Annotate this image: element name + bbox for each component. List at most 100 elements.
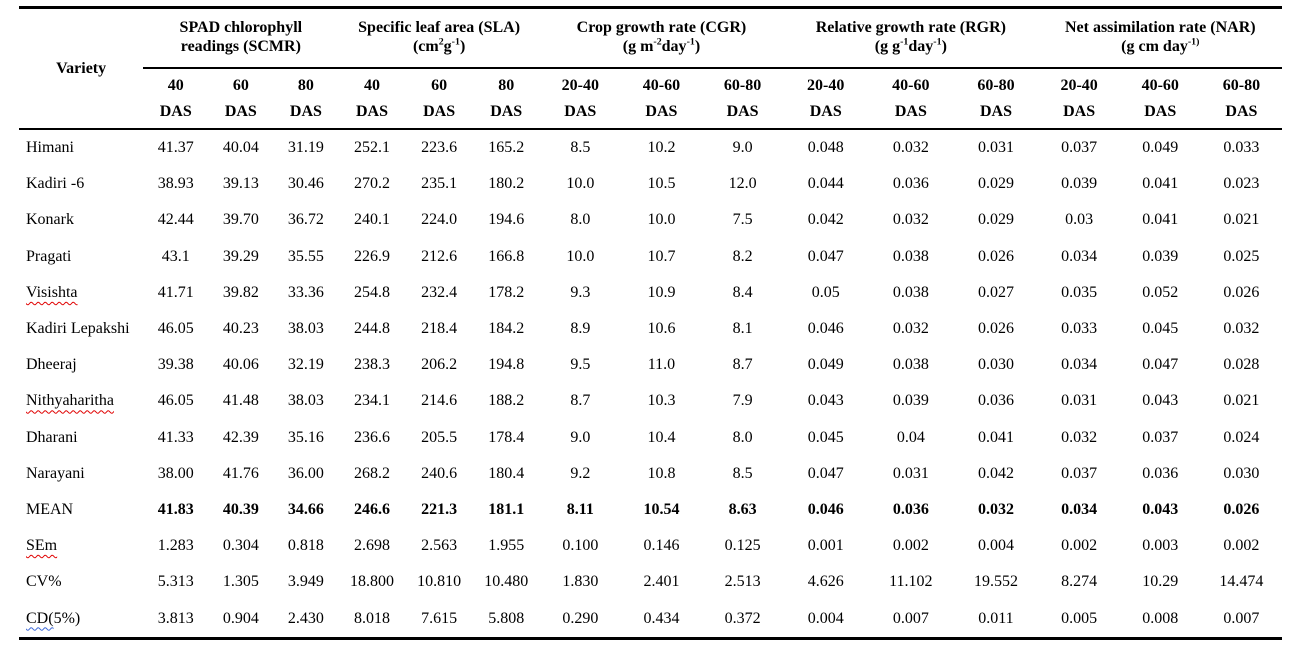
value-cell: 0.033 xyxy=(1061,320,1098,338)
row-label-cell: CD(5%) xyxy=(26,609,81,627)
value-cell: 180.2 xyxy=(488,175,525,193)
value-cell: 194.8 xyxy=(488,356,525,374)
value-cell: 10.54 xyxy=(643,500,680,518)
value-cell: 8.2 xyxy=(732,247,753,265)
value-cell: 212.6 xyxy=(421,247,458,265)
value-cell: 181.1 xyxy=(488,500,525,518)
value-cell: 10.9 xyxy=(647,283,676,301)
table-row: Narayani 38.00 41.76 36.00 268.2 240.6 180.4 9.… xyxy=(19,456,1282,492)
value-cell: 0.904 xyxy=(222,609,259,627)
value-cell: 0.033 xyxy=(1223,139,1260,157)
value-cell: 0.038 xyxy=(892,283,929,301)
value-cell: 240.1 xyxy=(354,211,391,229)
value-cell: 0.001 xyxy=(807,537,844,555)
value-cell: 0.049 xyxy=(1142,139,1179,157)
value-cell: 32.19 xyxy=(287,356,324,374)
value-cell: 38.03 xyxy=(287,392,324,410)
row-label-cell: Dharani xyxy=(26,428,78,446)
value-cell: 8.9 xyxy=(570,320,591,338)
value-cell: 2.401 xyxy=(643,573,680,591)
value-cell: 9.3 xyxy=(570,283,591,301)
table-row: Nithyaharitha 46.05 41.48 38.03 234.1 214.6 18… xyxy=(19,383,1282,419)
subheader-cell: 40-60 DAS xyxy=(620,68,702,130)
table-row: Konark 42.44 39.70 36.72 240.1 224.0 194.6 8.0 1… xyxy=(19,202,1282,238)
value-cell: 0.026 xyxy=(977,247,1014,265)
value-cell: 1.955 xyxy=(488,537,525,555)
value-cell: 9.0 xyxy=(732,139,753,157)
value-cell: 40.39 xyxy=(222,500,259,518)
value-cell: 35.16 xyxy=(287,428,324,446)
value-cell: 46.05 xyxy=(157,320,194,338)
value-cell: 0.146 xyxy=(643,537,680,555)
value-cell: 0.032 xyxy=(892,211,929,229)
value-cell: 8.1 xyxy=(732,320,753,338)
value-cell: 7.5 xyxy=(732,211,753,229)
value-cell: 14.474 xyxy=(1219,573,1264,591)
subheader-cell: 60 DAS xyxy=(405,68,473,130)
value-cell: 0.032 xyxy=(977,500,1014,518)
value-cell: 34.66 xyxy=(287,500,324,518)
value-cell: 0.037 xyxy=(1061,464,1098,482)
value-cell: 2.698 xyxy=(354,537,391,555)
value-cell: 246.6 xyxy=(354,500,391,518)
value-cell: 0.024 xyxy=(1223,428,1260,446)
subheader-cell: 20-40 DAS xyxy=(783,68,869,130)
value-cell: 41.33 xyxy=(157,428,194,446)
value-cell: 0.036 xyxy=(892,500,929,518)
value-cell: 0.042 xyxy=(977,464,1014,482)
subheader-cell: 80 DAS xyxy=(472,68,540,130)
table-row: Dharani 41.33 42.39 35.16 236.6 205.5 178.4 9.0… xyxy=(19,420,1282,456)
value-cell: 0.037 xyxy=(1061,139,1098,157)
value-cell: 3.813 xyxy=(157,609,194,627)
value-cell: 205.5 xyxy=(421,428,458,446)
subheader-cell: 80 DAS xyxy=(273,68,339,130)
value-cell: 41.83 xyxy=(157,500,194,518)
value-cell: 0.032 xyxy=(1223,320,1260,338)
value-cell: 0.046 xyxy=(807,500,844,518)
value-cell: 40.04 xyxy=(222,139,259,157)
value-cell: 42.39 xyxy=(222,428,259,446)
table-row: MEAN 41.83 40.39 34.66 246.6 221.3 181.1 8.11 10… xyxy=(19,492,1282,528)
row-label-cell: MEAN xyxy=(26,500,74,518)
subheader-cell: 20-40 DAS xyxy=(539,68,621,130)
value-cell: 0.032 xyxy=(892,320,929,338)
value-cell: 10.2 xyxy=(647,139,676,157)
value-cell: 184.2 xyxy=(488,320,525,338)
value-cell: 39.82 xyxy=(222,283,259,301)
value-cell: 0.036 xyxy=(977,392,1014,410)
value-cell: 10.5 xyxy=(647,175,676,193)
value-cell: 0.025 xyxy=(1223,247,1260,265)
table-row: CD(5%) 3.813 0.904 2.430 8.018 7.615 5.808 0.29… xyxy=(19,600,1282,638)
subheader-cell: 40 DAS xyxy=(338,68,406,130)
value-cell: 39.29 xyxy=(222,247,259,265)
value-cell: 10.7 xyxy=(647,247,676,265)
row-label-cell: CV% xyxy=(26,573,62,591)
value-cell: 8.7 xyxy=(570,392,591,410)
value-cell: 235.1 xyxy=(421,175,458,193)
table-row: Dheeraj 39.38 40.06 32.19 238.3 206.2 194.8 9.5… xyxy=(19,347,1282,383)
value-cell: 0.039 xyxy=(1142,247,1179,265)
value-cell: 0.041 xyxy=(977,428,1014,446)
value-cell: 8.11 xyxy=(566,500,594,518)
value-cell: 254.8 xyxy=(354,283,391,301)
value-cell: 0.028 xyxy=(1223,356,1260,374)
value-cell: 10.29 xyxy=(1142,573,1179,591)
value-cell: 38.03 xyxy=(287,320,324,338)
value-cell: 8.5 xyxy=(570,139,591,157)
value-cell: 178.4 xyxy=(488,428,525,446)
row-label-cell: Dheeraj xyxy=(26,356,77,374)
value-cell: 7.615 xyxy=(421,609,458,627)
value-cell: 240.6 xyxy=(421,464,458,482)
value-cell: 5.313 xyxy=(157,573,194,591)
subheader-cell: 40-60 DAS xyxy=(868,68,954,130)
value-cell: 0.048 xyxy=(807,139,844,157)
value-cell: 0.008 xyxy=(1142,609,1179,627)
value-cell: 1.305 xyxy=(222,573,259,591)
value-cell: 19.552 xyxy=(973,573,1018,591)
value-cell: 223.6 xyxy=(421,139,458,157)
value-cell: 218.4 xyxy=(421,320,458,338)
value-cell: 36.00 xyxy=(287,464,324,482)
value-cell: 0.005 xyxy=(1061,609,1098,627)
value-cell: 41.37 xyxy=(157,139,194,157)
value-cell: 0.023 xyxy=(1223,175,1260,193)
